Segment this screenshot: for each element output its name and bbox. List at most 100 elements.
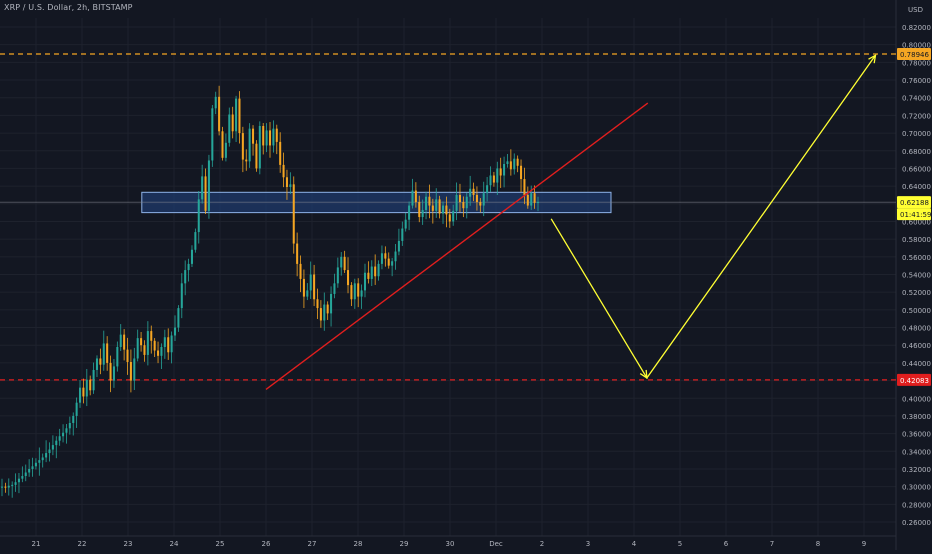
candle-body [221,131,224,158]
candle-body [252,128,255,144]
candle [302,269,305,309]
candle-body [428,196,431,206]
y-tick-label: 0.78000 [902,59,931,67]
y-tick-label: 0.40000 [902,395,931,403]
candle [99,348,102,375]
candle-body [24,472,27,477]
candle-body [458,194,461,203]
candle [279,132,282,173]
candle-body [153,340,156,351]
candle-body [207,160,210,211]
candle-body [526,194,529,206]
candle [55,436,58,459]
candle-body [197,199,200,233]
candle [224,133,227,162]
x-tick-label: 21 [32,540,41,548]
y-tick-label: 0.48000 [902,325,931,333]
x-tick-label: 4 [632,540,637,548]
candle-body [204,176,207,211]
candle-body [31,466,34,469]
candle [265,123,268,153]
candle [323,292,326,331]
candle-body [380,253,383,264]
current-price-tag: 0.62188 [897,196,931,209]
candle [180,273,183,319]
candle [238,91,241,144]
resistance-price-tag-text: 0.78946 [900,51,929,59]
candle-body [340,256,343,268]
candle-body [489,175,492,186]
candle-body [330,293,333,314]
candle [394,244,397,270]
candle-body [58,436,61,441]
candle-body [201,176,204,200]
candle-body [513,158,516,170]
candle-body [82,387,85,397]
candle-body [112,366,115,381]
candle [306,283,309,301]
x-tick-label: 9 [862,540,866,548]
candle [38,447,41,476]
candle [506,154,509,168]
candle [248,123,251,168]
candle [482,181,485,217]
candle [173,315,177,341]
candle-body [302,278,305,297]
candle-body [95,358,99,370]
candle [347,257,350,294]
x-tick-label: 26 [262,540,271,548]
candle-body [404,219,407,229]
trendline [265,102,649,390]
candle [95,355,99,377]
y-tick-label: 0.28000 [902,501,931,509]
candle [14,473,17,492]
candle-body [506,161,509,165]
candle-body [150,331,153,341]
candle [211,104,214,167]
candle [126,337,129,375]
candle-body [462,202,465,209]
candle-body [102,343,105,365]
x-tick-label: 8 [816,540,820,548]
candle-body [92,369,95,391]
y-tick-label: 0.82000 [902,24,931,32]
candle [201,164,204,204]
candle [469,175,472,206]
y-tick-label: 0.72000 [902,112,931,120]
candle [258,121,261,175]
candle-body [391,261,394,266]
candle-body [123,334,126,350]
candle-body [523,179,526,195]
candle-body [62,432,65,437]
candle-body [441,205,445,214]
candle-body [367,272,370,279]
candle-body [255,143,258,169]
candle [492,171,495,187]
currency-label: USD [908,6,923,14]
candle-body [455,194,458,211]
x-tick-label: 30 [446,540,455,548]
candle-body [7,485,10,488]
candle [123,329,126,361]
candle-body [401,228,404,241]
candle-body [414,190,417,203]
countdown-tag-bg [897,208,931,221]
y-tick-label: 0.56000 [902,254,931,262]
candle-body [136,338,139,359]
x-tick-label: 25 [216,540,225,548]
support-price-tag: 0.42083 [897,373,931,386]
candle [146,321,149,366]
candle-body [14,482,17,485]
candle-body [411,190,414,206]
candle [275,124,278,155]
candle-body [45,453,48,458]
candle-body [285,177,288,187]
candle-body [520,165,523,180]
candle-body [11,484,14,486]
candle [24,464,27,482]
candle [65,424,68,444]
candle [489,166,492,192]
countdown-tag: 01:41:59 [897,208,931,221]
